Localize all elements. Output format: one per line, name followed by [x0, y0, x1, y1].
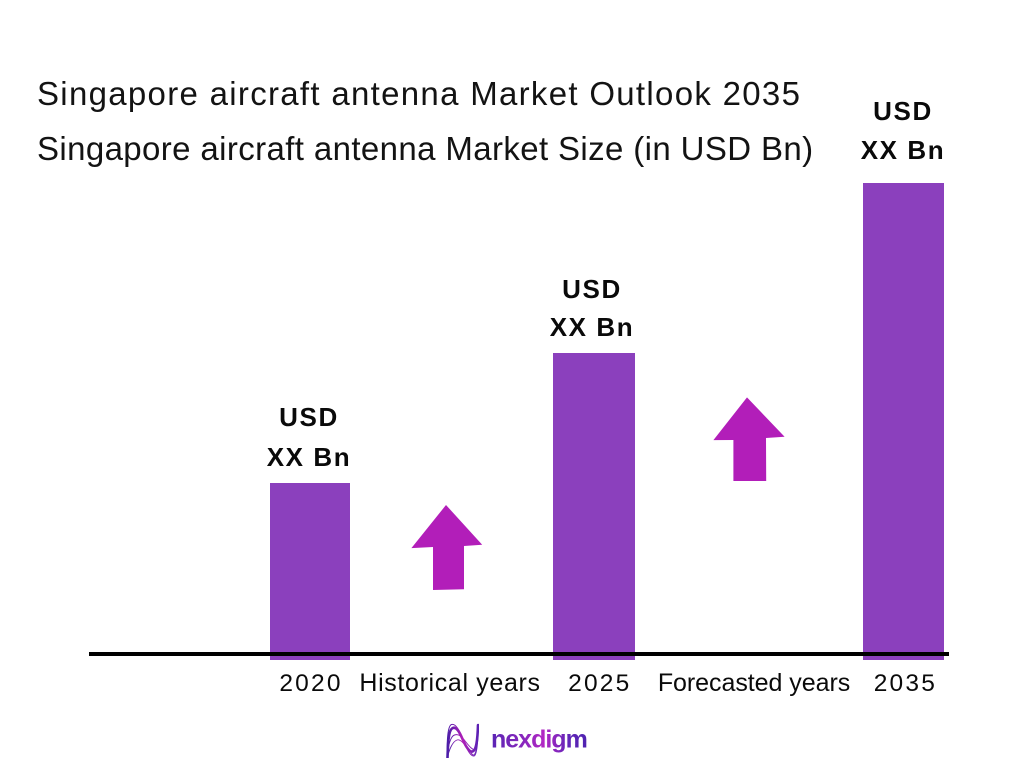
svg-text:nexdigm: nexdigm	[491, 726, 587, 754]
